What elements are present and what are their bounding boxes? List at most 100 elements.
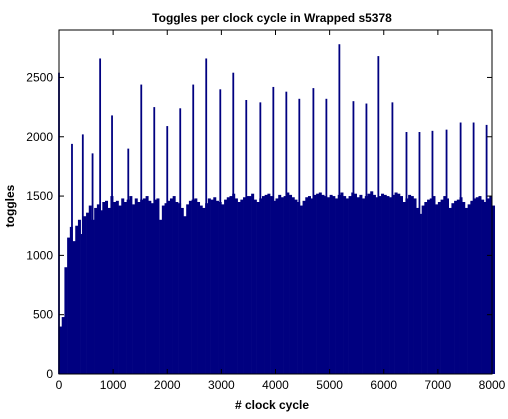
bar (362, 198, 366, 374)
bar (99, 210, 103, 374)
bar (278, 194, 282, 374)
bar (353, 193, 357, 374)
y-tick-label: 0 (46, 367, 53, 381)
bar (305, 197, 309, 374)
bar (107, 207, 111, 374)
spike-bar (445, 129, 448, 374)
bar (186, 204, 190, 374)
bar (492, 205, 496, 374)
bar (156, 198, 160, 374)
bar (251, 193, 255, 374)
bar (142, 198, 146, 374)
bar (310, 198, 314, 374)
y-tick-label: 2500 (26, 70, 53, 84)
bar (134, 198, 138, 374)
bar (210, 199, 214, 374)
bar (394, 192, 398, 374)
bar (478, 196, 482, 374)
bar (427, 199, 431, 374)
bar (489, 196, 493, 374)
spike-bar (166, 126, 169, 374)
bar (221, 204, 225, 374)
bar (389, 197, 393, 374)
x-tick-label: 7000 (425, 378, 452, 392)
x-tick-label: 6000 (370, 378, 397, 392)
bar (86, 212, 90, 374)
spike-bar (312, 88, 315, 375)
spike-bar (352, 101, 355, 375)
bar (416, 207, 420, 374)
bar (153, 199, 157, 374)
y-tick-label: 1000 (26, 248, 53, 262)
bar (448, 207, 452, 374)
bar (381, 193, 385, 374)
bar (83, 216, 87, 374)
bar (286, 192, 290, 374)
bar (299, 205, 303, 374)
bar (280, 197, 284, 374)
spike-bar (285, 91, 288, 375)
bar (289, 194, 293, 374)
bar (115, 200, 119, 374)
bar (199, 205, 203, 374)
bar (340, 192, 344, 374)
bar (180, 207, 184, 374)
bar (129, 196, 133, 374)
bar (445, 198, 449, 374)
spike-bar (472, 122, 475, 375)
y-tick-label: 2000 (26, 130, 53, 144)
bar (213, 197, 217, 374)
bar (307, 196, 311, 374)
spike-bar (111, 115, 113, 374)
bar (397, 193, 401, 374)
bar (229, 196, 233, 374)
bar (234, 198, 238, 374)
bar (443, 196, 447, 374)
bar (464, 207, 468, 374)
spike-bar (459, 122, 462, 375)
bar (215, 200, 219, 374)
bar (237, 202, 241, 374)
y-tick-label: 1500 (26, 189, 53, 203)
bar (462, 202, 466, 374)
spike-bar (391, 102, 394, 375)
bar (240, 199, 244, 374)
bar (481, 199, 485, 374)
bar (291, 197, 295, 374)
bar (316, 193, 320, 374)
bar (375, 197, 379, 374)
bar (437, 202, 441, 374)
bar (399, 196, 403, 374)
spike-bar (179, 108, 182, 374)
bar (172, 196, 176, 374)
spike-bar (153, 107, 156, 374)
bar (435, 204, 439, 374)
bar (145, 196, 149, 374)
bar (67, 237, 71, 374)
bar (391, 194, 395, 374)
x-tick-label: 0 (56, 378, 63, 392)
bar (224, 199, 228, 374)
spike-bar (405, 132, 408, 374)
bar (72, 241, 76, 374)
spike-bar (485, 124, 488, 375)
bar (345, 198, 349, 374)
bar (88, 205, 92, 374)
x-tick-label: 1000 (100, 378, 127, 392)
bar (248, 196, 252, 374)
bar (418, 213, 422, 374)
bar (105, 200, 109, 374)
bar (421, 205, 425, 374)
bar (326, 197, 330, 374)
bar (272, 200, 276, 374)
bar (367, 193, 371, 374)
bar (148, 200, 152, 374)
spike-bar (272, 86, 275, 374)
x-tick-label: 3000 (208, 378, 235, 392)
bar (283, 196, 287, 374)
bar (175, 202, 179, 374)
spike-bar (431, 130, 434, 374)
bar (372, 194, 376, 374)
bar (294, 199, 298, 374)
